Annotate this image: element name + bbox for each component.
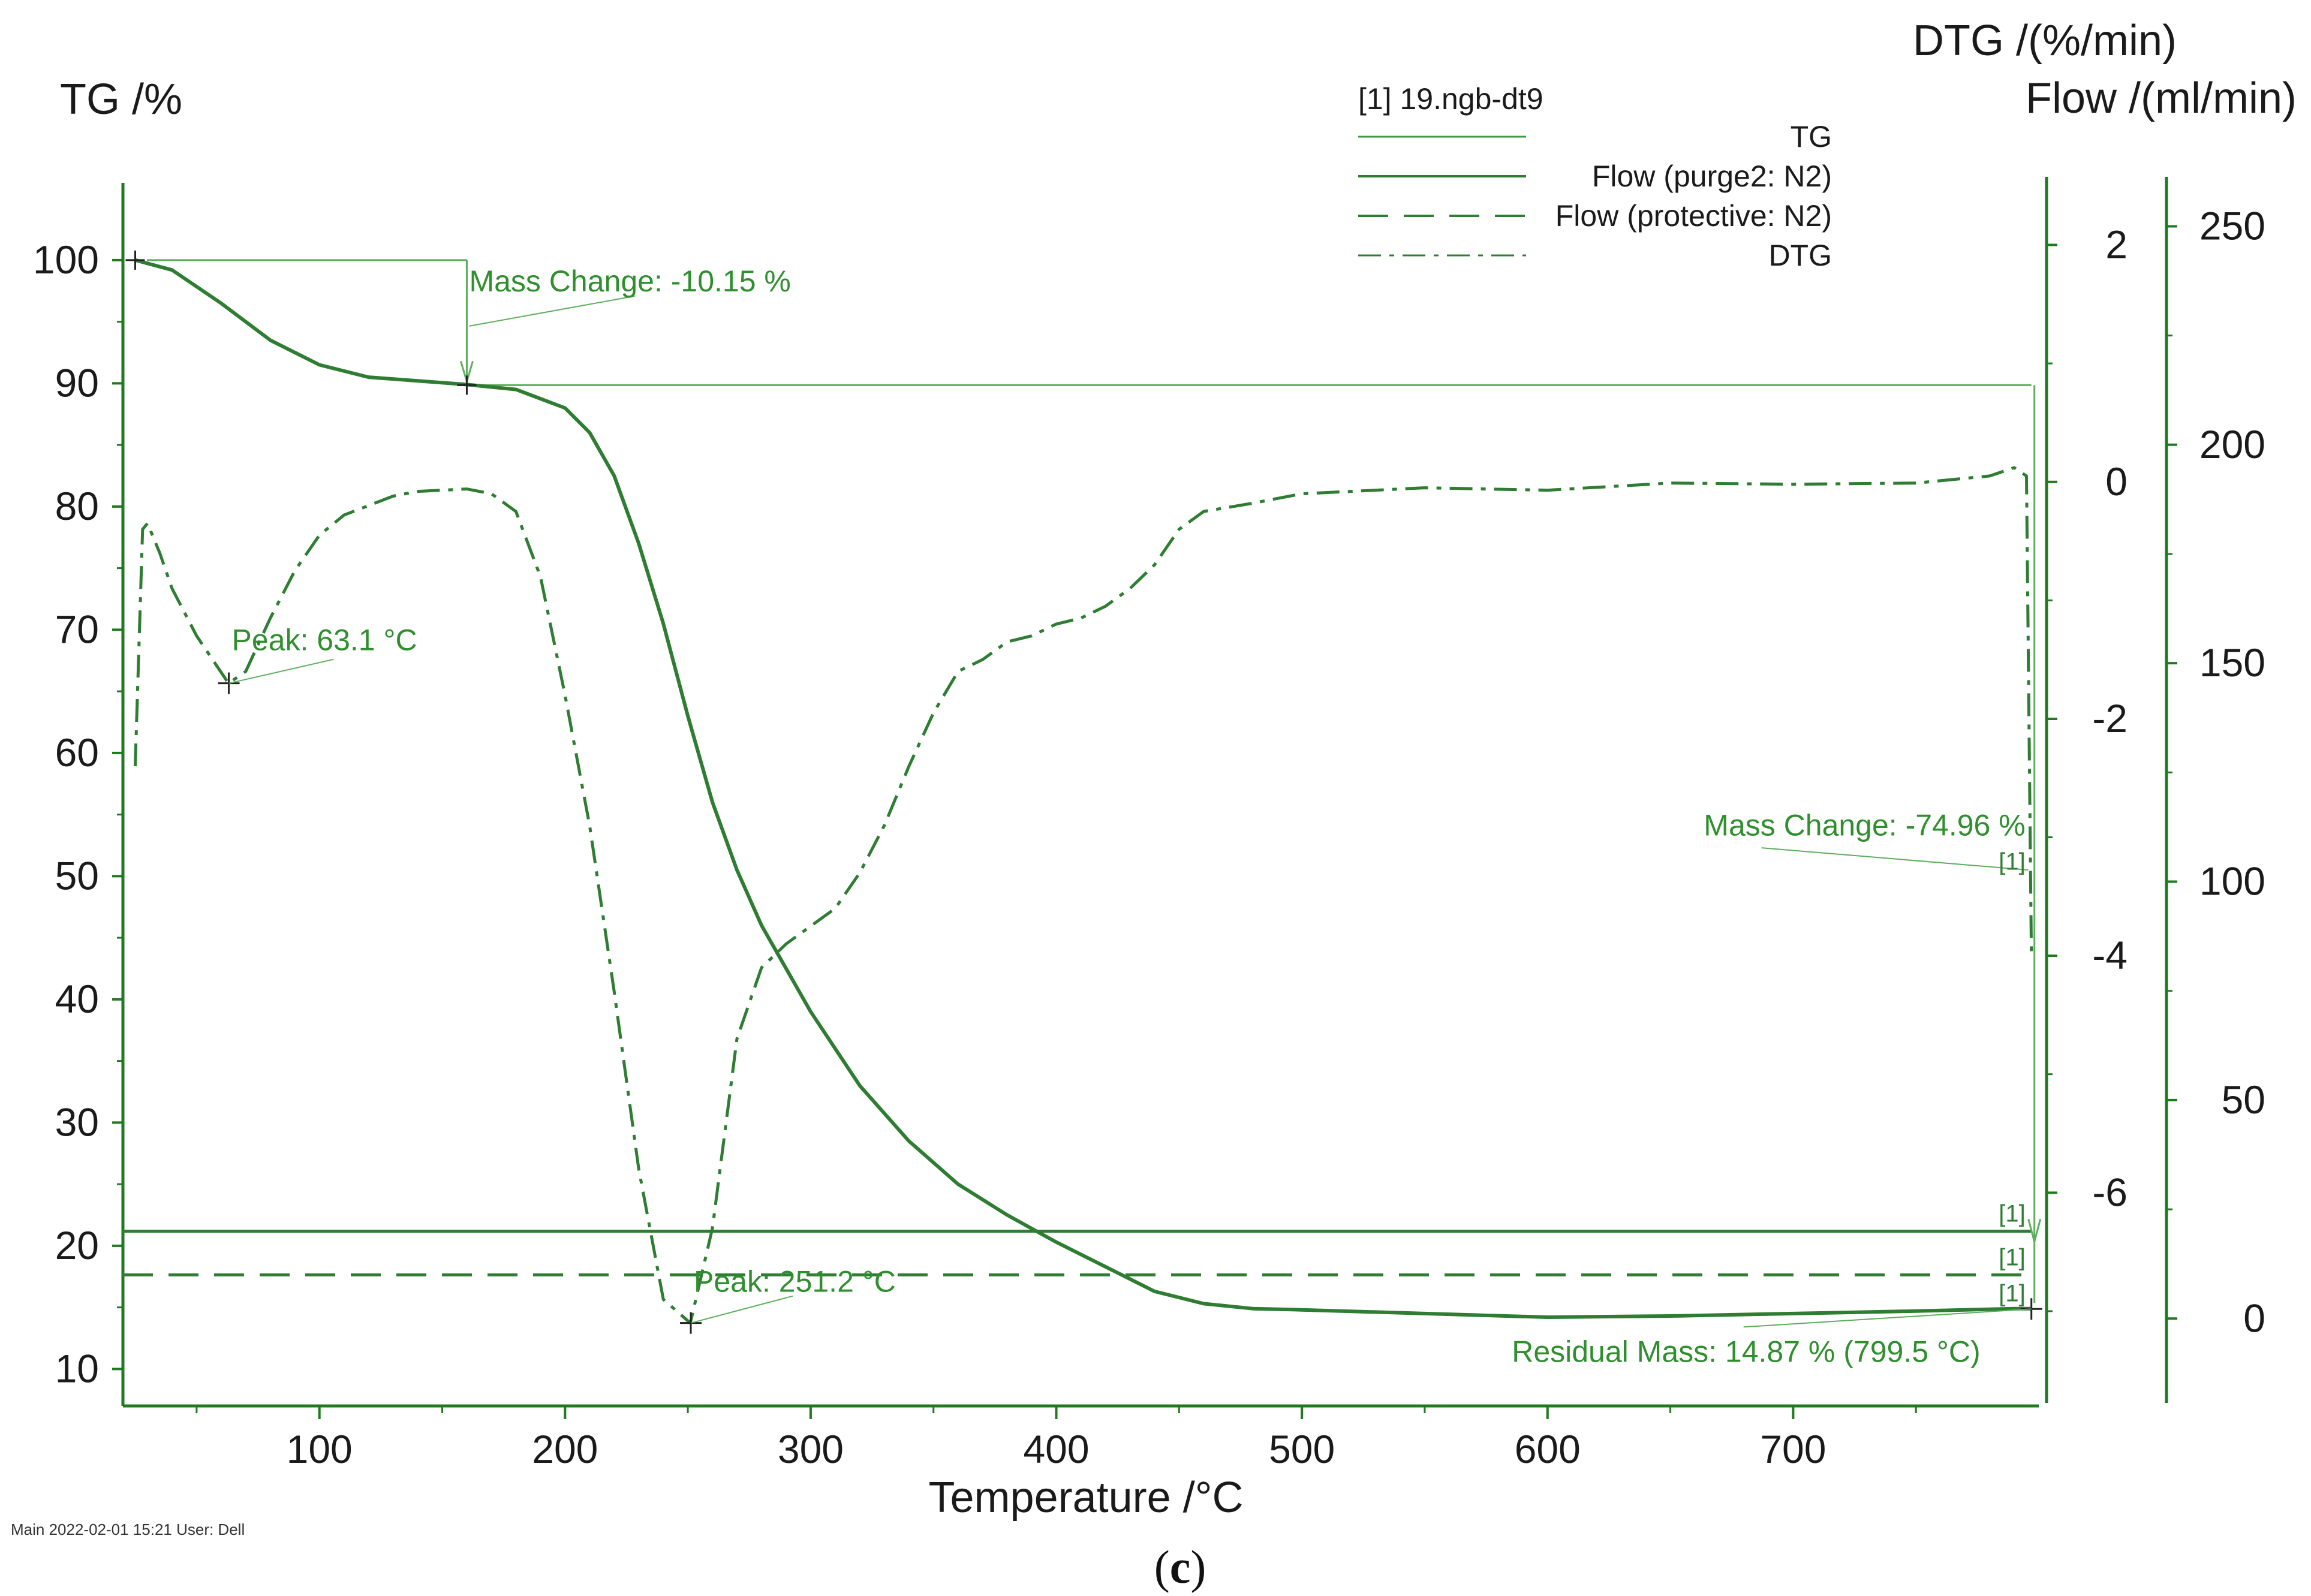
x-tick-label: 100 [287,1427,353,1471]
y-dtg-tick-label: 0 [2105,459,2128,504]
panel-letter: c [1170,1541,1191,1593]
panel-paren-open: ( [1154,1541,1170,1593]
y-left-tick-label: 40 [55,977,99,1021]
y-left-tick-label: 30 [55,1100,99,1144]
y-dtg-tick-label: -2 [2092,696,2128,740]
residual-leader [1743,1308,2032,1328]
panel-label: (c) [1154,1541,1206,1593]
annotations: Mass Change: -10.15 % Peak: 63.1 °C Peak: … [125,250,2042,1368]
y-left-tick-label: 80 [55,484,99,528]
series-tg-line [134,258,2032,1319]
x-tick-label: 500 [1269,1427,1335,1471]
y-left-tick-label: 100 [33,237,99,282]
peak-1-leader [228,658,334,684]
y-flow-tick-label: 200 [2199,422,2265,466]
mass-change-1-end-cross [457,375,477,395]
x-axis-title: Temperature /°C [929,1474,1244,1522]
x-tick-label: 600 [1515,1427,1581,1471]
x-tick-label: 700 [1760,1427,1826,1471]
footer-status-text: Main 2022-02-01 15:21 User: Dell [11,1520,245,1538]
legend-label-flow-protective-n2: Flow (protective: N2) [1555,199,1832,233]
y-flow-tick-label: 0 [2243,1296,2265,1340]
panel-paren-close: ) [1190,1541,1206,1593]
reference-lines [147,259,2032,386]
legend-label-tg: TG [1791,120,1832,153]
y-flow-axis-title: Flow /(ml/min) [2026,74,2297,122]
y-left-tick-label: 90 [55,360,99,405]
mass-change-1-leader [469,295,635,327]
mass-change-1-label: Mass Change: -10.15 % [469,264,790,298]
peak-2-leader [690,1295,793,1324]
peak-2-cross [680,1312,702,1334]
y-left-tick-label: 50 [55,853,99,898]
y-flow-tick-label: 50 [2222,1077,2265,1122]
y-left-tick-label: 70 [55,607,99,651]
y-dtg-axis-title: DTG /(%/min) [1913,17,2177,65]
peak-2-label: Peak: 251.2 °C [694,1265,896,1299]
mass-change-2-leader [1761,847,2029,871]
curve-end-marker: [1] [1999,1280,2025,1306]
legend-label-dtg: DTG [1768,239,1832,272]
y-left-tick-label: 10 [55,1346,99,1390]
curve-end-marker: [1] [1999,1244,2025,1270]
mass-change-1-start-cross [125,250,145,270]
y-left-tick-label: 60 [55,730,99,775]
curve-end-marker: [1] [1999,1201,2025,1227]
x-tick-label: 300 [778,1427,844,1471]
legend-header: [1] 19.ngb-dt9 [1358,82,1543,116]
y-dtg-tick-label: -4 [2092,933,2128,977]
y-left-axis-title: TG /% [60,76,182,124]
x-tick-label: 400 [1023,1427,1089,1471]
y-flow-tick-label: 250 [2199,203,2265,248]
residual-label: Residual Mass: 14.87 % (799.5 °C) [1512,1335,1980,1368]
y-left-tick-label: 20 [55,1223,99,1267]
series-layer [123,258,2033,1325]
series-dtg-line [134,466,2033,1325]
x-tick-label: 200 [532,1427,598,1471]
mass-change-2-label: Mass Change: -74.96 % [1704,809,2025,842]
legend: [1] 19.ngb-dt9 TG Flow (purge2: N2) Flow (p… [1358,82,1832,272]
mass-change-2-arrowhead [2027,1218,2042,1246]
peak-1-label: Peak: 63.1 °C [232,624,417,657]
curve-end-marker: [1] [1999,849,2025,875]
y-flow-tick-label: 100 [2199,859,2265,904]
y-flow-tick-label: 150 [2199,640,2265,685]
y-dtg-tick-label: 2 [2105,222,2128,267]
y-dtg-tick-label: -6 [2092,1170,2128,1214]
legend-label-flow-purge2-n2: Flow (purge2: N2) [1592,159,1832,193]
